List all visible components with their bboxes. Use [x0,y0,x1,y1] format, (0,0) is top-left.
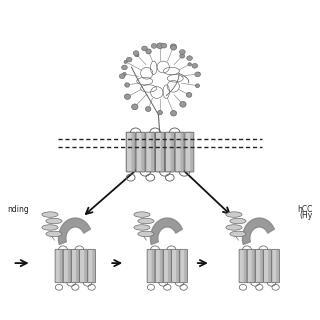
FancyBboxPatch shape [164,249,171,283]
Ellipse shape [196,84,199,87]
Ellipse shape [122,65,127,70]
FancyBboxPatch shape [165,132,174,172]
Polygon shape [59,218,90,244]
FancyBboxPatch shape [71,249,79,283]
Polygon shape [150,218,182,244]
FancyBboxPatch shape [176,250,179,282]
Ellipse shape [188,63,191,66]
FancyBboxPatch shape [180,249,188,283]
Ellipse shape [192,63,198,68]
FancyBboxPatch shape [84,250,87,282]
FancyBboxPatch shape [180,132,184,172]
FancyBboxPatch shape [136,132,145,172]
Ellipse shape [123,73,126,76]
Ellipse shape [230,218,246,224]
FancyBboxPatch shape [63,249,71,283]
Ellipse shape [46,218,62,224]
FancyBboxPatch shape [160,250,163,282]
Ellipse shape [171,45,177,50]
FancyBboxPatch shape [147,249,155,283]
FancyBboxPatch shape [156,132,164,172]
FancyBboxPatch shape [146,132,155,172]
FancyBboxPatch shape [247,249,255,283]
Ellipse shape [124,60,127,63]
FancyBboxPatch shape [239,249,247,283]
FancyBboxPatch shape [68,250,71,282]
FancyBboxPatch shape [126,132,135,172]
FancyBboxPatch shape [76,250,79,282]
FancyBboxPatch shape [184,250,187,282]
FancyBboxPatch shape [255,249,263,283]
Ellipse shape [226,225,242,230]
Ellipse shape [171,44,176,49]
Ellipse shape [138,218,154,224]
FancyBboxPatch shape [88,249,95,283]
Ellipse shape [134,212,150,217]
Ellipse shape [134,225,150,230]
FancyBboxPatch shape [155,249,163,283]
FancyBboxPatch shape [276,250,279,282]
FancyBboxPatch shape [132,132,135,172]
Ellipse shape [226,212,242,217]
Ellipse shape [125,83,130,87]
Ellipse shape [171,110,177,116]
Ellipse shape [180,54,185,58]
FancyBboxPatch shape [175,132,184,172]
FancyBboxPatch shape [190,132,194,172]
Ellipse shape [230,231,246,237]
FancyBboxPatch shape [252,250,255,282]
FancyBboxPatch shape [264,249,271,283]
Ellipse shape [135,53,139,57]
FancyBboxPatch shape [161,132,164,172]
FancyBboxPatch shape [260,250,263,282]
FancyBboxPatch shape [185,132,194,172]
Ellipse shape [157,43,163,49]
Ellipse shape [138,231,154,237]
Ellipse shape [151,44,157,48]
FancyBboxPatch shape [80,249,87,283]
Ellipse shape [124,94,131,100]
Ellipse shape [119,74,125,78]
Ellipse shape [133,51,139,55]
Text: nding: nding [8,205,29,214]
Ellipse shape [197,72,200,75]
FancyBboxPatch shape [152,250,155,282]
Ellipse shape [146,49,151,54]
FancyBboxPatch shape [151,132,154,172]
Ellipse shape [195,72,200,77]
Text: hCC: hCC [297,205,312,214]
FancyBboxPatch shape [171,132,174,172]
Text: (Hy: (Hy [299,211,312,220]
Ellipse shape [187,56,192,60]
FancyBboxPatch shape [244,250,246,282]
FancyBboxPatch shape [272,249,279,283]
FancyBboxPatch shape [60,250,62,282]
Ellipse shape [132,104,138,110]
FancyBboxPatch shape [172,249,179,283]
FancyBboxPatch shape [55,249,63,283]
Ellipse shape [180,50,185,54]
Ellipse shape [186,92,192,97]
Ellipse shape [42,225,58,230]
Ellipse shape [126,57,132,62]
Polygon shape [243,218,274,244]
Ellipse shape [146,107,151,111]
FancyBboxPatch shape [92,250,95,282]
Ellipse shape [158,110,162,115]
Ellipse shape [180,101,186,107]
Ellipse shape [161,43,167,48]
FancyBboxPatch shape [168,250,171,282]
Ellipse shape [42,212,58,217]
Ellipse shape [46,231,62,237]
FancyBboxPatch shape [141,132,145,172]
Ellipse shape [142,46,148,51]
FancyBboxPatch shape [268,250,271,282]
